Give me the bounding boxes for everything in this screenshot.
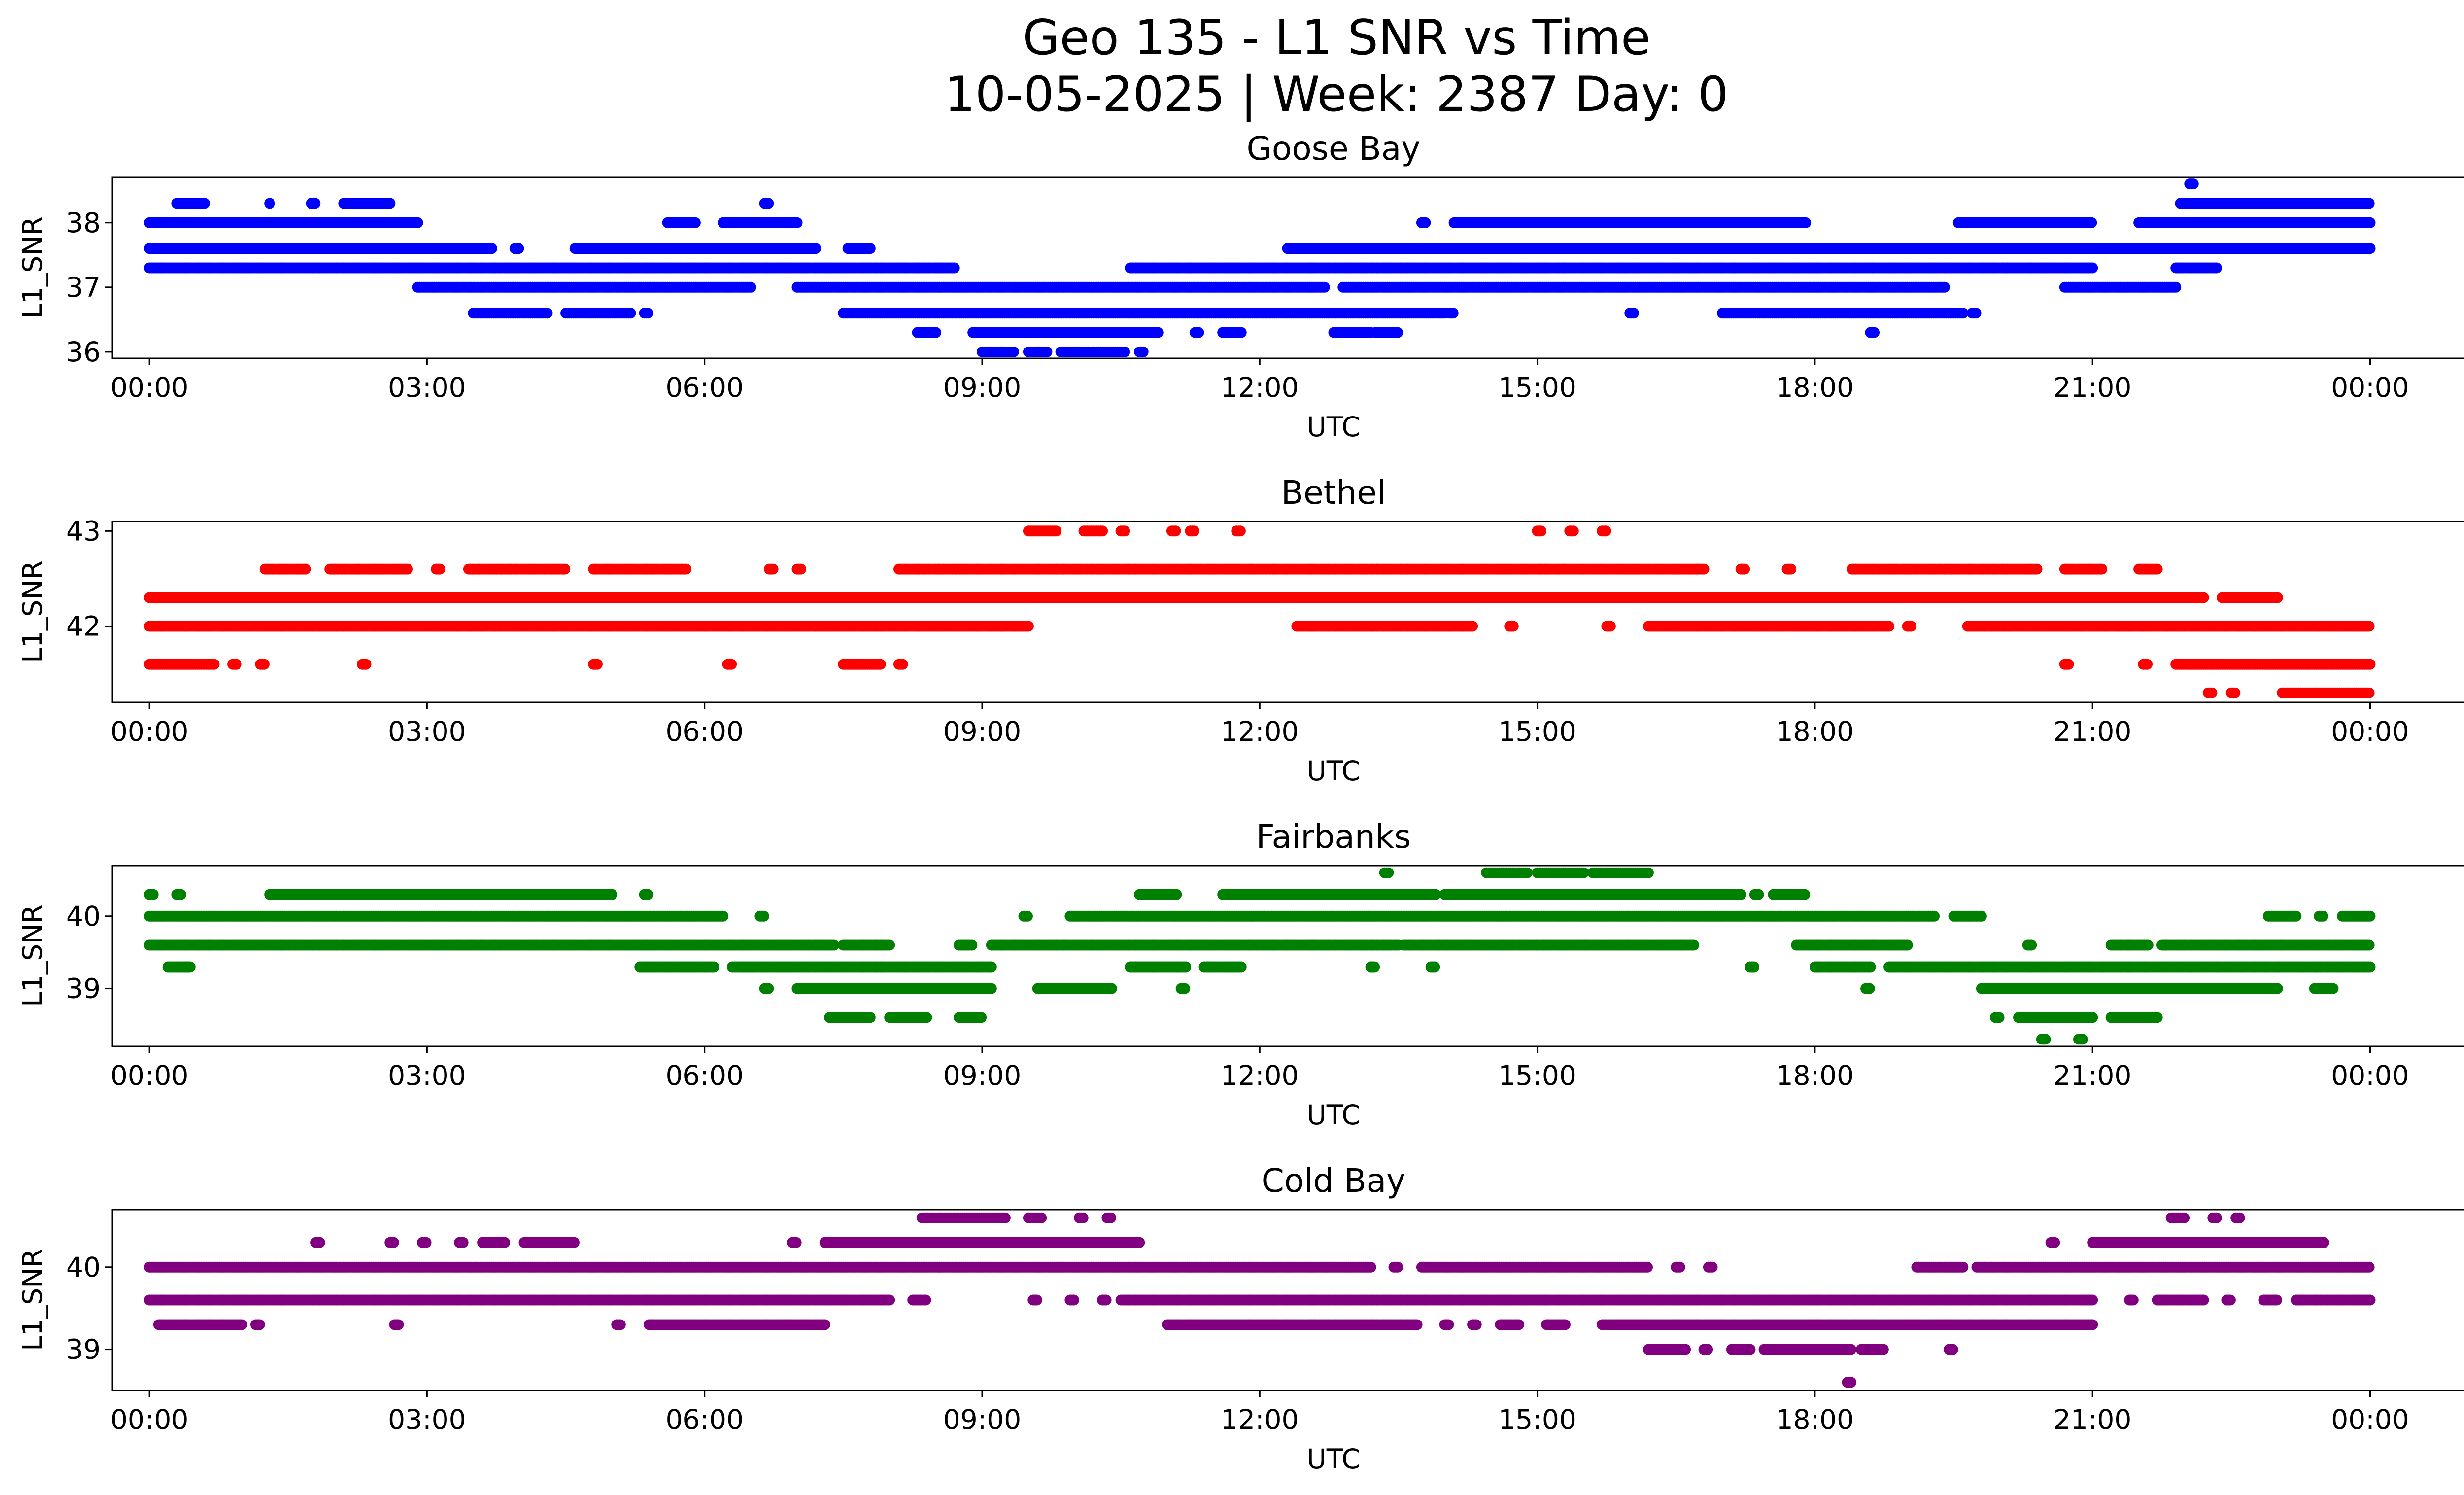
data-point: [412, 217, 423, 228]
x-tick-label: 18:00: [1776, 372, 1854, 403]
data-point: [1739, 563, 1750, 575]
subplot-title: Goose Bay: [1247, 130, 1421, 168]
x-axis-label: UTC: [1306, 411, 1360, 443]
data-point: [2188, 178, 2199, 190]
data-point: [1420, 217, 1431, 228]
data-point: [1170, 525, 1181, 537]
data-point: [199, 198, 210, 209]
x-tick-label: 00:00: [110, 372, 189, 403]
data-point: [309, 198, 321, 209]
x-tick-label: 12:00: [1221, 372, 1299, 403]
data-point: [300, 563, 311, 575]
data-point: [1785, 563, 1797, 575]
figure-title-line2: 10-05-2025 | Week: 2387 Day: 0: [945, 67, 1729, 123]
data-point: [745, 281, 756, 293]
data-point: [2364, 217, 2376, 228]
y-tick-label: 37: [66, 272, 101, 303]
data-point: [1051, 525, 1062, 537]
data-point: [1628, 308, 1639, 319]
data-point: [795, 563, 806, 575]
subplot-goose-bay: Goose Bay 36 37 38 00:00 03:00 06:00 09:00 12:…: [17, 130, 2464, 443]
data-point: [2087, 262, 2098, 274]
data-point: [2364, 243, 2376, 254]
data-point: [1600, 525, 1611, 537]
data-point: [1041, 346, 1053, 357]
data-point: [1235, 327, 1247, 338]
x-tick-label: 06:00: [665, 372, 744, 403]
data-point: [1189, 525, 1199, 537]
data-point: [1137, 346, 1149, 357]
data-point: [1152, 327, 1164, 338]
data-point: [1568, 525, 1579, 537]
data-point: [767, 563, 779, 575]
data-point: [1119, 525, 1130, 537]
data-point: [1319, 281, 1330, 293]
data-point: [1008, 346, 1019, 357]
x-tick-label: 15:00: [1498, 372, 1576, 403]
data-point: [2363, 198, 2375, 209]
subplot-title: Bethel: [1281, 474, 1386, 512]
figure-title-line1: Geo 135 - L1 SNR vs Time: [1023, 10, 1651, 66]
data-point: [559, 563, 571, 575]
data-point: [1119, 346, 1130, 357]
data-point: [486, 243, 497, 254]
data-point: [1392, 327, 1403, 338]
data-point: [625, 308, 636, 319]
data-point: [1698, 563, 1710, 575]
data-point: [1957, 308, 1969, 319]
y-tick-label: 36: [66, 336, 101, 368]
data-point: [402, 563, 413, 575]
x-tick-label: 09:00: [943, 372, 1022, 403]
data-point: [1193, 327, 1204, 338]
data-point: [810, 243, 821, 254]
x-tick-label: 00:00: [2331, 372, 2409, 403]
data-point: [1970, 308, 1982, 319]
data-point: [689, 217, 701, 228]
data-point: [513, 243, 524, 254]
data-point: [384, 198, 396, 209]
data-point: [949, 262, 960, 274]
data-point: [264, 198, 275, 209]
data-point: [2211, 262, 2222, 274]
data-point: [864, 243, 876, 254]
x-tick-label: 03:00: [388, 372, 466, 403]
data-point: [763, 198, 774, 209]
data-point: [1800, 217, 1812, 228]
y-axis-label: L1_SNR: [17, 216, 48, 318]
data-point: [930, 327, 942, 338]
data-point: [2170, 281, 2182, 293]
data-point: [1536, 525, 1547, 537]
data-point: [791, 217, 803, 228]
data-point: [542, 308, 553, 319]
data-point: [2086, 217, 2097, 228]
data-point: [1097, 525, 1108, 537]
data-point: [434, 563, 445, 575]
y-tick-label: 38: [66, 207, 101, 239]
data-points: [144, 178, 2376, 357]
data-point: [643, 308, 654, 319]
x-tick-label: 21:00: [2053, 372, 2132, 403]
data-point: [681, 563, 692, 575]
data-point: [1234, 525, 1246, 537]
data-point: [1869, 327, 1880, 338]
data-point: [1939, 281, 1950, 293]
data-point: [1447, 308, 1459, 319]
